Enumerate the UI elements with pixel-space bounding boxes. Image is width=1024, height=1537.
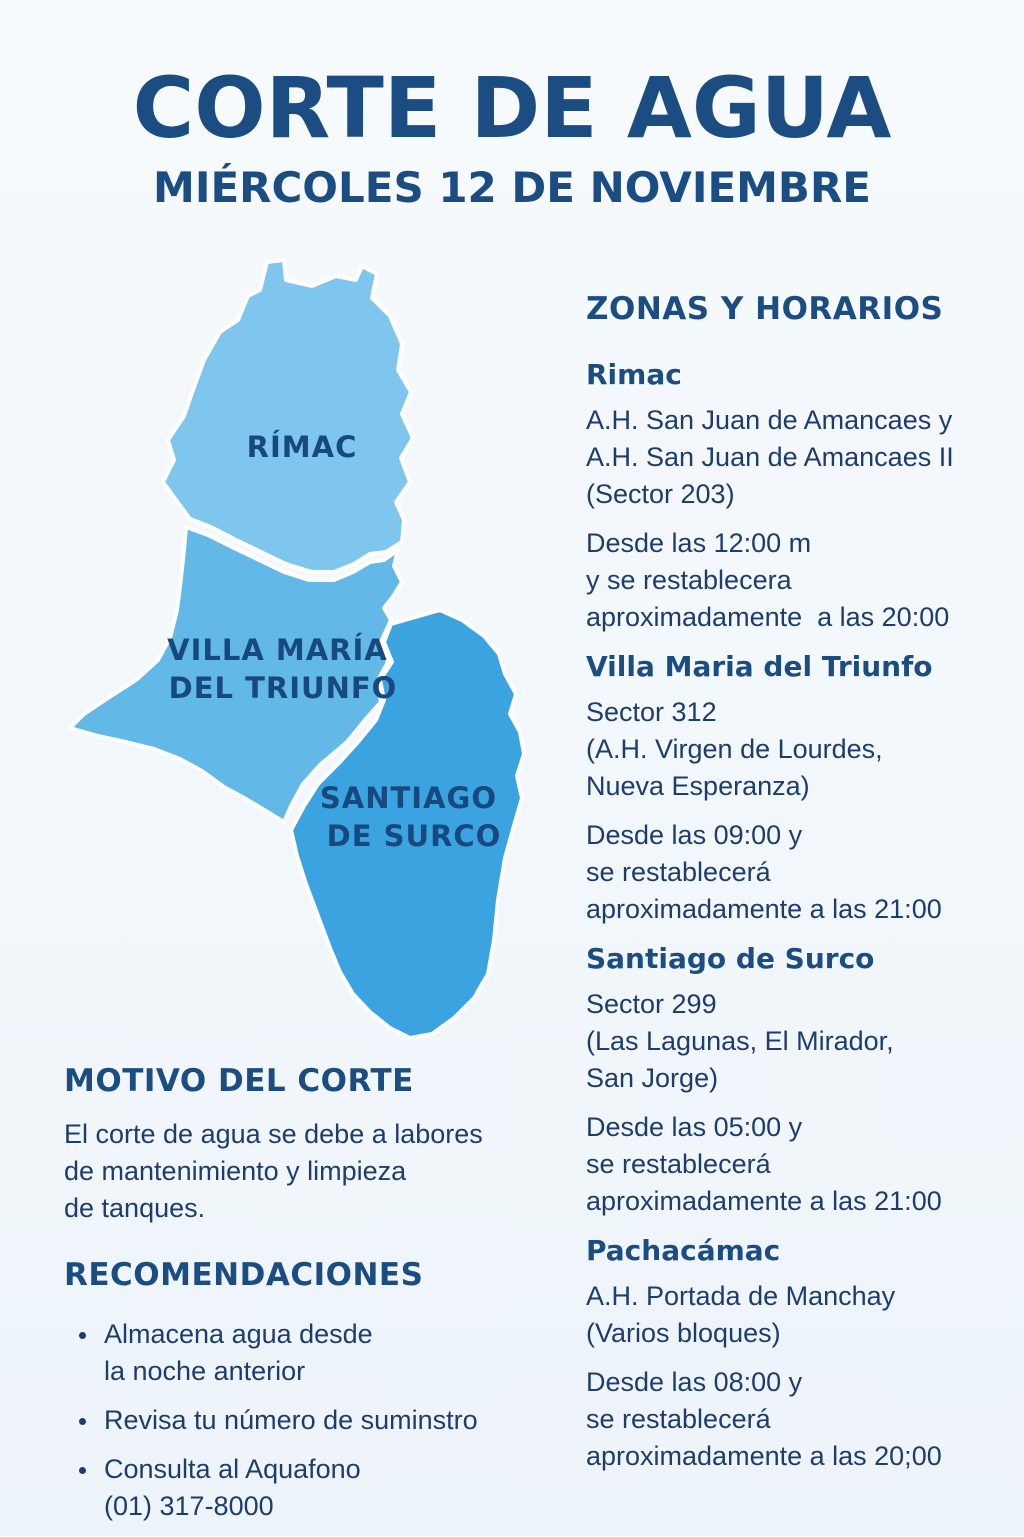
poster-subtitle: MIÉRCOLES 12 DE NOVIEMBRE [153,163,871,212]
recomendacion-item: Revisa tu número de suminstro [100,1402,564,1439]
zone-schedule: Desde las 08:00 y se restablecerá aproxi… [586,1367,942,1471]
region-label-rimac-text: RÍMAC [247,430,358,464]
region-label-villa-maria-line2: DEL TRIUNFO [169,671,398,705]
zones-heading: ZONAS Y HORARIOS [586,291,944,327]
recomendaciones-section: RECOMENDACIONES Almacena agua desde la n… [64,1256,564,1537]
motivo-heading: MOTIVO DEL CORTE [64,1063,414,1099]
zones-and-schedules-section: ZONAS Y HORARIOS Rimac A.H. San Juan de … [586,290,1016,1489]
region-label-villa-maria: VILLA MARÍA DEL TRIUNFO [167,633,399,705]
region-label-santiago-line2: DE SURCO [327,819,502,853]
region-label-santiago-line1: SANTIAGO [320,781,497,815]
region-rimac [161,258,415,574]
recomendaciones-list: Almacena agua desde la noche anterior Re… [64,1316,564,1525]
motivo-del-corte-section: MOTIVO DEL CORTE El corte de agua se deb… [64,1062,554,1227]
zone-pachacamac: Pachacámac A.H. Portada de Manchay (Vari… [586,1234,1016,1475]
zone-name: Santiago de Surco [586,942,875,975]
zone-schedule: Desde las 09:00 y se restablecerá aproxi… [586,820,942,924]
district-map: RÍMAC VILLA MARÍA DEL TRIUNFO SANTIAGO D… [68,258,526,1040]
region-santiago-de-surco [289,608,526,1040]
recomendacion-item: Almacena agua desde la noche anterior [100,1316,564,1390]
recomendaciones-heading: RECOMENDACIONES [64,1257,424,1293]
poster-header: CORTE DE AGUA MIÉRCOLES 12 DE NOVIEMBRE [0,62,1024,212]
zone-area: A.H. San Juan de Amancaes y A.H. San Jua… [586,405,954,509]
zone-area: A.H. Portada de Manchay (Varios bloques) [586,1281,896,1348]
zone-area: Sector 299 (Las Lagunas, El Mirador, San… [586,989,894,1093]
zone-name: Pachacámac [586,1234,781,1267]
zone-name: Rimac [586,358,682,391]
region-villa-maria-del-triunfo [68,525,404,824]
zone-rimac: Rimac A.H. San Juan de Amancaes y A.H. S… [586,358,1016,636]
zone-area: Sector 312 (A.H. Virgen de Lourdes, Nuev… [586,697,883,801]
zone-santiago-de-surco: Santiago de Surco Sector 299 (Las Laguna… [586,942,1016,1220]
zone-name: Villa Maria del Triunfo [586,650,933,683]
zone-villa-maria-del-triunfo: Villa Maria del Triunfo Sector 312 (A.H.… [586,650,1016,928]
recomendacion-item: Consulta al Aquafono (01) 317-8000 [100,1451,564,1525]
region-label-santiago: SANTIAGO DE SURCO [320,781,508,853]
region-label-rimac: RÍMAC [247,430,358,464]
zone-schedule: Desde las 05:00 y se restablecerá aproxi… [586,1112,942,1216]
zone-schedule: Desde las 12:00 m y se restablecera apro… [586,528,950,632]
poster-title: CORTE DE AGUA [132,59,892,157]
motivo-body: El corte de agua se debe a labores de ma… [64,1119,483,1223]
region-label-villa-maria-line1: VILLA MARÍA [167,633,388,667]
